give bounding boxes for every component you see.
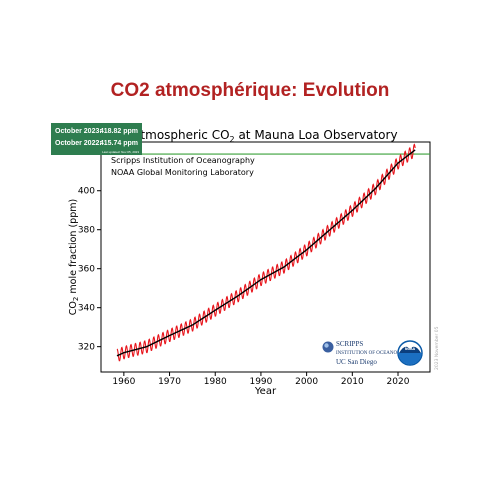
series-trend-line — [116, 149, 416, 357]
chart-annotation: NOAA Global Monitoring Laboratory — [111, 168, 254, 177]
chart-title: Atmospheric CO2 at Mauna Loa Observatory — [132, 128, 397, 144]
y-tick-label: 320 — [78, 343, 95, 353]
page-title: CO2 atmosphérique: Evolution — [110, 80, 390, 101]
x-axis-label: Year — [254, 386, 277, 397]
badge-row-previous: October 2022: 415.74 ppm — [55, 140, 141, 147]
x-tick-label: 1990 — [249, 377, 272, 387]
badge-value-previous: 415.74 ppm — [99, 140, 138, 147]
date-stamp: 2023 November 05 — [434, 326, 440, 370]
badge-updated: Last updated: Nov 05, 2023 — [102, 150, 139, 154]
noaa-logo-bird — [399, 346, 421, 353]
y-axis-ticks: 320340360380400420 — [78, 148, 101, 353]
y-tick-label: 400 — [78, 187, 95, 197]
scripps-logo: SCRIPPS INSTITUTION OF OCEANOGRAPHY UC Sa… — [322, 340, 418, 366]
chart-annotations: Scripps Institution of Oceanography NOAA … — [111, 156, 255, 177]
noaa-logo-text: NOAA — [405, 347, 416, 351]
plot-frame — [100, 141, 431, 373]
y-tick-label: 340 — [78, 304, 95, 314]
noaa-logo-lower — [398, 353, 422, 365]
series-monthly-line — [116, 143, 416, 362]
x-tick-label: 2000 — [295, 377, 318, 387]
x-axis-ticks: 1960 1970 1980 1990 2000 2010 2020 — [112, 372, 410, 387]
chart-annotation: Scripps Institution of Oceanography — [111, 156, 255, 165]
x-tick-label: 1960 — [112, 377, 135, 387]
scripps-globe-highlight — [324, 343, 329, 348]
badge-value-current: 418.82 ppm — [99, 128, 138, 135]
badge-row-current: October 2023: 418.82 ppm — [55, 128, 141, 135]
series-layer — [116, 143, 416, 362]
scripps-logo-text: SCRIPPS INSTITUTION OF OCEANOGRAPHY — [336, 340, 418, 356]
x-tick-label: 2010 — [341, 377, 364, 387]
y-axis-label: CO2 mole fraction (ppm) — [68, 199, 80, 315]
badge-label-previous: October 2022: — [55, 140, 102, 147]
y-tick-label: 360 — [78, 265, 95, 275]
ucsd-logo-text: UC San Diego — [336, 358, 377, 366]
chart-title-text: Atmospheric CO2 at Mauna Loa Observatory — [132, 128, 397, 144]
x-tick-label: 1980 — [204, 377, 227, 387]
x-tick-label: 1970 — [158, 377, 181, 387]
y-axis-label-text: CO2 mole fraction (ppm) — [68, 199, 80, 315]
noaa-logo: NOAA — [397, 340, 423, 366]
x-tick-label: 2020 — [387, 377, 410, 387]
badge-label-current: October 2023: — [55, 128, 102, 135]
y-tick-label: 380 — [78, 226, 95, 236]
latest-values-badge: October 2023: 418.82 ppm October 2022: 4… — [51, 123, 142, 155]
